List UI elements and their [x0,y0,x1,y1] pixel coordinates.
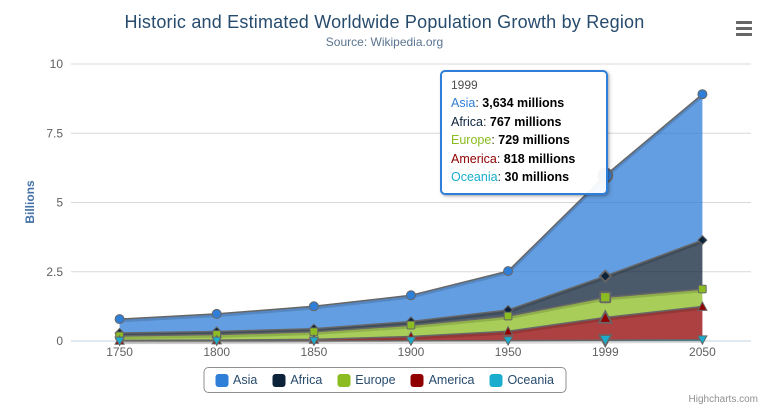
point-oceania-1750[interactable] [114,336,125,347]
x-axis-label-1950: 1950 [495,345,522,359]
legend-item-asia[interactable]: Asia [215,373,257,387]
credits-link[interactable]: Highcharts.com [688,394,758,405]
point-asia-1800[interactable] [211,308,222,319]
y-axis-title: Billions [23,180,37,224]
tooltip-header: 1999 [451,78,478,92]
legend-label: Asia [233,373,258,387]
x-axis-label-1800: 1800 [203,345,230,359]
point-oceania-1800[interactable] [211,336,223,347]
point-oceania-1900[interactable] [405,336,417,347]
point-oceania-1950[interactable] [502,336,514,347]
tooltip-separator: : [496,151,504,166]
menu-bar [736,27,752,30]
legend-swatch-europe [337,373,351,387]
tooltip-separator: : [482,114,490,129]
tooltip-series-name: Europe [451,133,492,147]
x-axis-label-1750: 1750 [106,345,133,359]
y-axis-label-0: 0 [56,334,63,348]
area-africa[interactable] [119,240,703,336]
point-oceania-2050[interactable] [697,335,708,346]
tooltip-row: Oceania: 30 millions [451,168,597,187]
tooltip-separator: : [475,96,483,110]
tooltip-row: Africa: 767 millions [451,113,597,132]
hamburger-menu-icon[interactable] [736,21,752,39]
legend-label: America [428,373,475,387]
point-asia-2050[interactable] [697,89,708,100]
point-europe-2050[interactable] [698,284,707,294]
y-axis-label-5: 5 [56,196,63,210]
point-oceania-1999[interactable] [597,334,613,349]
point-america-1950[interactable] [502,325,514,336]
tooltip-row: America: 818 millions [451,150,597,169]
tooltip-row: Asia: 3,634 millions [451,94,597,113]
point-america-1999[interactable] [597,309,614,324]
legend-item-oceania[interactable]: Oceania [489,373,554,387]
x-axis-label-1999: 1999 [592,345,619,359]
legend-label: Africa [290,373,323,387]
tooltip: 1999 Asia: 3,634 millions Africa: 767 mi… [440,70,608,195]
point-africa-2050[interactable] [697,234,708,246]
area-asia[interactable] [119,94,703,333]
tooltip-series-name: Oceania [451,170,498,184]
chart-title: Historic and Estimated Worldwide Populat… [124,12,645,32]
y-axis-label-10: 10 [50,57,64,71]
legend-swatch-africa [272,373,286,387]
point-europe-1999[interactable] [599,291,612,304]
x-axis-label-1850: 1850 [301,345,328,359]
tooltip-value: 30 millions [504,170,570,184]
point-europe-1900[interactable] [406,320,416,330]
point-africa-1999[interactable] [598,269,613,283]
x-axis-label-2050: 2050 [689,345,716,359]
menu-bar [736,21,752,24]
point-europe-1950[interactable] [503,311,513,321]
area-america[interactable] [119,306,703,341]
x-axis-label-1900: 1900 [398,345,425,359]
tooltip-value: 729 millions [498,133,570,147]
y-axis-label-7.5: 7.5 [46,126,63,140]
point-america-2050[interactable] [697,300,708,311]
point-asia-1950[interactable] [503,266,514,277]
chart-subtitle: Source: Wikipedia.org [325,35,444,49]
tooltip-value: 3,634 millions [482,96,565,110]
legend-item-europe[interactable]: Europe [337,373,396,387]
point-asia-1900[interactable] [406,290,416,301]
legend: Asia Africa Europe America Oceania [203,367,566,393]
tooltip-value: 767 millions [489,114,562,129]
tooltip-value: 818 millions [503,151,576,166]
legend-swatch-asia [215,373,228,387]
legend-item-africa[interactable]: Africa [272,373,322,387]
y-axis-label-2.5: 2.5 [46,265,63,279]
point-oceania-1850[interactable] [308,336,320,347]
legend-swatch-america [410,373,424,387]
point-asia-1850[interactable] [308,301,319,312]
point-asia-1750[interactable] [114,314,125,325]
tooltip-separator: : [491,133,499,147]
legend-label: Oceania [507,373,554,387]
tooltip-series-name: Asia [451,96,476,110]
tooltip-separator: : [497,170,505,184]
menu-bar [736,33,752,36]
tooltip-series-name: America [451,151,497,166]
legend-item-america[interactable]: America [410,373,475,387]
legend-label: Europe [355,373,396,387]
tooltip-series-name: Africa [451,114,483,129]
legend-swatch-oceania [489,373,503,387]
tooltip-row: Europe: 729 millions [451,131,597,150]
